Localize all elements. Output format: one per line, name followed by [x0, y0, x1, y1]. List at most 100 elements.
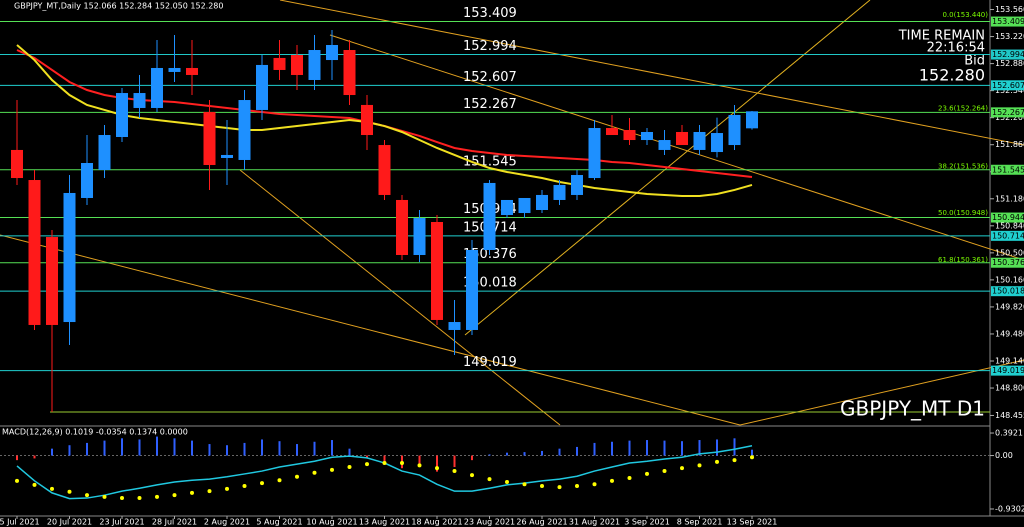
macd-bar [121, 438, 123, 456]
candle-body [623, 130, 636, 141]
macd-bar [68, 445, 71, 456]
time-remain-label: TIME REMAIN [898, 29, 985, 44]
macd-signal-dot [32, 482, 37, 487]
macd-bar [506, 452, 508, 456]
y-tick-label: 152.540 [995, 86, 1024, 95]
macd-signal-dot [452, 469, 457, 474]
fib-label: 23.6(152.264) [938, 105, 988, 113]
macd-signal-dot [487, 477, 492, 482]
macd-signal-dot [505, 479, 509, 484]
trend-line [0, 234, 741, 426]
macd-signal-dot [15, 478, 19, 483]
macd-bar [366, 455, 368, 459]
macd-bar [278, 441, 281, 456]
trend-line [279, 0, 1024, 146]
candle-body [396, 199, 408, 255]
trend-lines [0, 0, 1024, 426]
level-box-label: 150.376 [992, 258, 1024, 267]
macd-bar [296, 444, 298, 456]
level-box-label: 150.018 [992, 287, 1024, 296]
y-tick-label: 150.160 [995, 275, 1024, 284]
x-tick-label: 23 Jul 2021 [99, 518, 144, 527]
macd-signal-dot [382, 461, 387, 466]
level-box-label: 152.607 [992, 81, 1024, 90]
macd-signal-dot [120, 496, 124, 501]
trend-line [329, 34, 1024, 261]
candle-body [28, 180, 41, 325]
macd-bar [173, 438, 176, 456]
level-box-label: 152.267 [992, 108, 1024, 117]
macd-bar [751, 449, 753, 456]
macd-signal-dot [277, 478, 282, 483]
x-tick-label: 15 Jul 2021 [0, 518, 40, 527]
level-box [991, 365, 1024, 376]
candle-body [693, 131, 706, 150]
level-label: 152.607 [463, 70, 517, 85]
trend-line [239, 169, 561, 426]
fib-label: 50.0(150.948) [938, 209, 988, 217]
candle-body [186, 67, 198, 75]
x-tick-label: 2 Aug 2021 [204, 518, 250, 527]
y-tick-label: 151.180 [995, 194, 1024, 203]
candle-body [536, 194, 548, 210]
candle-body [203, 112, 216, 165]
macd-bar [383, 455, 386, 465]
macd-bar [646, 440, 648, 456]
candle-body [746, 111, 758, 129]
level-label: 152.994 [463, 39, 517, 54]
level-box-label: 150.714 [992, 231, 1024, 240]
x-tick-label: 10 Aug 2021 [306, 518, 357, 527]
x-tick-label: 20 Jul 2021 [47, 518, 92, 527]
candle-body [11, 149, 23, 179]
macd-bar [576, 446, 578, 456]
macd-bar [226, 445, 228, 456]
level-label: 149.019 [463, 355, 517, 370]
macd-signal-dot [312, 470, 317, 475]
macd-signal-dot [645, 471, 649, 476]
macd-signal-dot [732, 458, 737, 463]
macd-bar [243, 442, 246, 456]
macd-bar [313, 441, 316, 456]
macd-bar [716, 439, 718, 456]
candle-body [343, 50, 356, 96]
macd-bar [51, 448, 53, 456]
candle-body [308, 50, 321, 80]
y-tick-label: 148.455 [995, 411, 1024, 420]
macd-signal-dot [260, 481, 264, 486]
macd-signal-dot [85, 493, 89, 498]
candle-body [431, 222, 443, 320]
x-tick-label: 31 Aug 2021 [569, 518, 620, 527]
x-tick-label: 3 Sep 2021 [624, 518, 670, 527]
candle-body [606, 128, 618, 136]
macd-bar [681, 441, 683, 456]
level-box [991, 80, 1024, 91]
y-tick-label: 149.140 [995, 356, 1024, 365]
candle-body [361, 104, 373, 136]
macd-bar [663, 440, 666, 456]
macd-bar [191, 440, 193, 456]
macd-signal-dot [435, 466, 439, 471]
macd-bar [611, 441, 613, 456]
x-tick-label: 18 Aug 2021 [411, 518, 462, 527]
y-tick-label: 150.500 [995, 248, 1024, 257]
candle-body [466, 249, 478, 330]
candle-body [168, 67, 181, 72]
macd-y-tick-label: 0.3921 [995, 429, 1023, 438]
candle-body [448, 322, 461, 330]
candle-body [588, 128, 601, 179]
x-tick-label: 28 Jul 2021 [152, 518, 197, 527]
level-box-label: 151.545 [992, 165, 1024, 174]
y-tick-label: 150.840 [995, 221, 1024, 230]
macd-bar [453, 455, 456, 468]
y-tick-label: 153.560 [995, 5, 1024, 14]
level-label: 151.545 [463, 154, 517, 169]
candle-body [291, 55, 303, 75]
level-box [991, 230, 1024, 241]
y-tick-label: 153.220 [995, 32, 1024, 41]
level-box-label: 149.019 [992, 366, 1024, 375]
macd-signal-dot [662, 469, 667, 474]
macd-bar [733, 438, 736, 456]
macd-signal-dot [417, 463, 422, 468]
fib-label: 38.2(151.536) [938, 162, 988, 170]
